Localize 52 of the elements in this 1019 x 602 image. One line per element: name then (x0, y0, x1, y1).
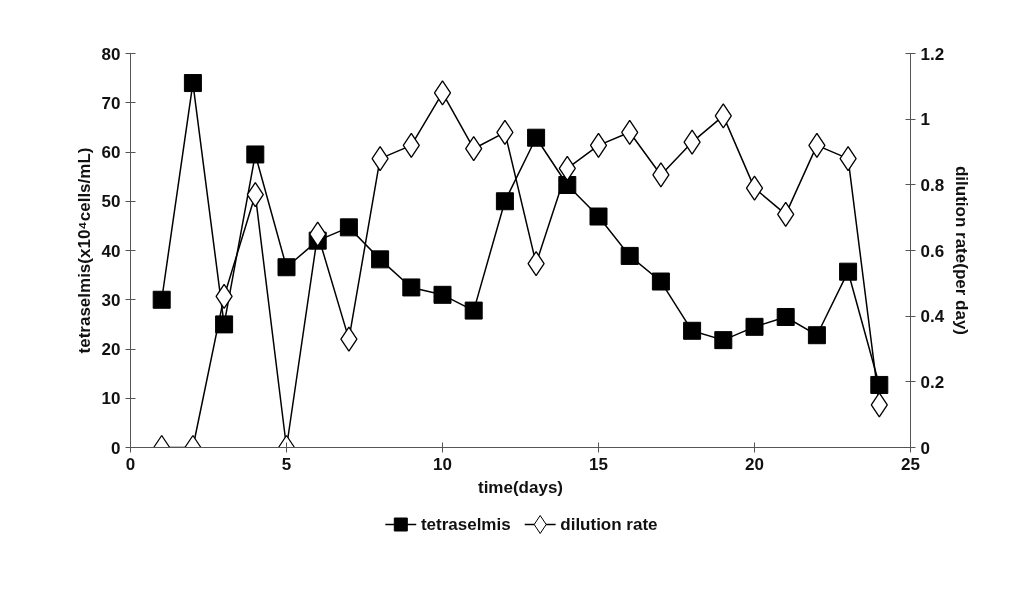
point (651, 272, 670, 291)
point (246, 145, 265, 164)
y2-tick-label: 1.2 (920, 44, 945, 64)
point (371, 250, 390, 269)
point (714, 331, 733, 350)
x-axis-title: time(days) (477, 477, 564, 497)
x-tick-label: 0 (125, 454, 136, 474)
point (495, 192, 514, 211)
point (339, 218, 358, 237)
y2-tick-label: 0 (920, 438, 930, 458)
point (402, 278, 421, 297)
y-tick-label: 30 (101, 290, 121, 310)
y-tick-label: 70 (101, 93, 121, 113)
point (527, 128, 546, 147)
point (776, 307, 795, 326)
legend-label: dilution rate (560, 515, 658, 534)
y-tick-label: 60 (101, 143, 121, 162)
point (745, 317, 764, 336)
point (183, 74, 202, 93)
y-tick-label: 50 (101, 192, 121, 212)
y-tick-label: 20 (101, 340, 121, 359)
point (839, 262, 858, 281)
y2-axis-title: dilution rate(per day) (952, 165, 972, 336)
point (683, 321, 702, 340)
point (464, 301, 483, 320)
y2-tick-label: 0.2 (920, 372, 945, 392)
y-tick-label: 0 (111, 438, 121, 458)
point (152, 290, 171, 309)
x-tick-label: 5 (281, 454, 292, 474)
point (433, 80, 452, 106)
point (870, 375, 889, 394)
legend-label: tetraselmis (420, 515, 511, 534)
y2-tick-label: 0.8 (920, 175, 945, 195)
y2-tick-label: 0.4 (920, 307, 945, 327)
point (589, 207, 608, 226)
x-tick-label: 20 (745, 454, 764, 474)
x-tick-label: 15 (589, 454, 608, 474)
y-tick-label: 40 (101, 241, 121, 261)
point (807, 326, 826, 345)
point (433, 285, 452, 304)
y2-tick-label: 0.6 (920, 241, 945, 261)
point (589, 132, 608, 159)
y-axis-title: tetraselmis(x10⁴cells/mL) (74, 147, 94, 354)
point (215, 315, 234, 334)
y-tick-label: 80 (101, 44, 121, 64)
point (745, 175, 764, 201)
y-tick-label: 10 (101, 389, 121, 409)
point (620, 246, 639, 265)
y2-tick-label: 1 (920, 110, 930, 130)
point (277, 258, 296, 277)
x-tick-label: 10 (433, 454, 452, 474)
x-tick-label: 25 (901, 454, 920, 474)
